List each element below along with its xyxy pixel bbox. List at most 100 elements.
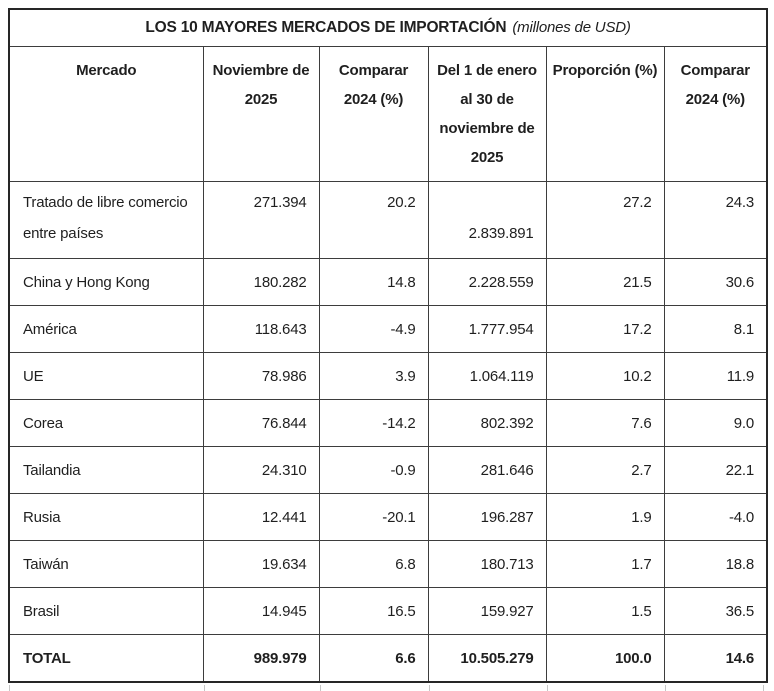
cell-mercado: América [8,305,204,353]
cell-comparar-2024-acum: 24.3 [663,181,768,259]
cell-comparar-2024-acum: 9.0 [663,399,768,447]
table-row-brasil: Brasil 14.945 16.5 159.927 1.5 36.5 [8,587,768,635]
cell-proporcion: 21.5 [545,258,665,306]
cell-mercado-total: TOTAL [8,634,204,683]
table-row-ue: UE 78.986 3.9 1.064.119 10.2 11.9 [8,352,768,400]
cell-mercado: China y Hong Kong [8,258,204,306]
cell-enero-a-noviembre: 2.839.891 [427,181,547,259]
cell-value: 27.2 [623,194,652,211]
cell-comparar-2024-acum: 18.8 [663,540,768,588]
cell-noviembre-2025: 78.986 [202,352,320,400]
import-markets-table: LOS 10 MAYORES MERCADOS DE IMPORTACIÓN (m… [8,8,769,683]
cell-comparar-2024-acum: 8.1 [663,305,768,353]
col-header-label: 2024 (%) [685,91,745,108]
mercado-line: entre países [23,225,104,242]
col-header-label: Del 1 de enero [437,62,537,79]
cell-proporcion: 7.6 [545,399,665,447]
cell-mercado: Tailandia [8,446,204,494]
col-header-label: al 30 de [460,91,514,108]
cell-noviembre-2025: 180.282 [202,258,320,306]
cell-enero-a-noviembre: 281.646 [427,446,547,494]
col-header-comparar-2024-acum: Comparar 2024 (%) [663,46,768,182]
cell-enero-a-noviembre: 159.927 [427,587,547,635]
cropped-gridline-stub [665,685,666,691]
cell-noviembre-2025: 118.643 [202,305,320,353]
cell-proporcion: 27.2 [545,181,665,259]
table-title-cell: LOS 10 MAYORES MERCADOS DE IMPORTACIÓN (m… [8,8,768,47]
mercado-line: Tratado de libre comercio [23,194,188,211]
cropped-gridline-stub [763,685,764,691]
table-row-china-hong-kong: China y Hong Kong 180.282 14.8 2.228.559… [8,258,768,306]
col-header-noviembre-2025: Noviembre de 2025 [202,46,320,182]
cell-enero-a-noviembre: 180.713 [427,540,547,588]
col-header-label: Proporción (%) [552,62,658,79]
table-row-america: América 118.643 -4.9 1.777.954 17.2 8.1 [8,305,768,353]
cell-value: 2.839.891 [468,225,534,242]
table-header-row: Mercado Noviembre de 2025 Comparar 2024 … [8,46,768,182]
table-title: LOS 10 MAYORES MERCADOS DE IMPORTACIÓN [145,19,507,36]
col-header-comparar-2024: Comparar 2024 (%) [318,46,429,182]
import-markets-table-container: LOS 10 MAYORES MERCADOS DE IMPORTACIÓN (m… [8,8,769,691]
cell-comparar-2024: -20.1 [318,493,429,541]
cropped-gridline-stub [429,685,430,691]
cell-mercado: UE [8,352,204,400]
cell-enero-a-noviembre: 1.777.954 [427,305,547,353]
table-title-row: LOS 10 MAYORES MERCADOS DE IMPORTACIÓN (m… [8,8,768,47]
table-row-total: TOTAL 989.979 6.6 10.505.279 100.0 14.6 [8,634,768,683]
cell-proporcion: 10.2 [545,352,665,400]
cell-proporcion: 1.5 [545,587,665,635]
cell-value: 20.2 [387,194,416,211]
cell-mercado: Tratado de libre comercio entre países [8,181,204,259]
cell-proporcion: 1.7 [545,540,665,588]
cell-proporcion: 100.0 [545,634,665,683]
cell-noviembre-2025: 989.979 [202,634,320,683]
table-row-taiwan: Taiwán 19.634 6.8 180.713 1.7 18.8 [8,540,768,588]
cell-proporcion: 2.7 [545,446,665,494]
cell-comparar-2024: 6.8 [318,540,429,588]
cell-comparar-2024: 20.2 [318,181,429,259]
cropped-gridline-stub [9,685,10,691]
col-header-label: Comparar [680,62,750,79]
col-header-label: 2025 [244,91,278,108]
cell-comparar-2024: -0.9 [318,446,429,494]
cell-enero-a-noviembre: 802.392 [427,399,547,447]
cell-comparar-2024: 3.9 [318,352,429,400]
cell-comparar-2024-acum: -4.0 [663,493,768,541]
cropped-gridline-stub [204,685,205,691]
cell-comparar-2024: 14.8 [318,258,429,306]
col-header-label: 2024 (%) [343,91,404,108]
cell-enero-a-noviembre: 196.287 [427,493,547,541]
col-header-label: 2025 [470,149,504,166]
cell-comparar-2024-acum: 36.5 [663,587,768,635]
cell-noviembre-2025: 76.844 [202,399,320,447]
cell-comparar-2024: -4.9 [318,305,429,353]
col-header-mercado: Mercado [8,46,204,182]
cell-enero-a-noviembre: 1.064.119 [427,352,547,400]
cell-noviembre-2025: 271.394 [202,181,320,259]
col-header-label: Comparar [338,62,409,79]
cell-noviembre-2025: 19.634 [202,540,320,588]
col-header-label: noviembre de [439,120,535,137]
cell-comparar-2024-acum: 11.9 [663,352,768,400]
cell-mercado: Rusia [8,493,204,541]
cell-comparar-2024-acum: 14.6 [663,634,768,683]
cell-mercado: Brasil [8,587,204,635]
table-row-rusia: Rusia 12.441 -20.1 196.287 1.9 -4.0 [8,493,768,541]
cell-proporcion: 1.9 [545,493,665,541]
table-title-unit-note: (millones de USD) [512,19,631,36]
cell-value: 271.394 [253,194,307,211]
cell-comparar-2024: 16.5 [318,587,429,635]
cell-comparar-2024-acum: 30.6 [663,258,768,306]
cell-noviembre-2025: 12.441 [202,493,320,541]
cropped-gridline-stub [320,685,321,691]
cell-comparar-2024: 6.6 [318,634,429,683]
col-header-enero-a-noviembre: Del 1 de enero al 30 de noviembre de 202… [427,46,547,182]
cell-enero-a-noviembre: 2.228.559 [427,258,547,306]
cell-comparar-2024-acum: 22.1 [663,446,768,494]
cell-noviembre-2025: 24.310 [202,446,320,494]
cell-enero-a-noviembre: 10.505.279 [427,634,547,683]
col-header-label: Noviembre de [212,62,310,79]
blank-line [430,187,534,218]
cell-comparar-2024: -14.2 [318,399,429,447]
table-row-tratado-libre-comercio: Tratado de libre comercio entre países 2… [8,181,768,259]
